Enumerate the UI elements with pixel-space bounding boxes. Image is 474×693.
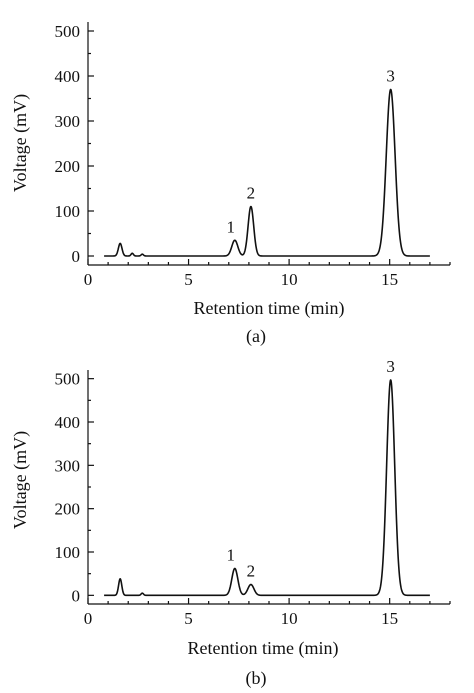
y-tick-label: 300 xyxy=(55,112,81,131)
y-tick-label: 400 xyxy=(55,413,81,432)
x-tick-label: 0 xyxy=(84,609,93,628)
y-tick-label: 300 xyxy=(55,456,81,475)
panel-b-y-axis-title: Voltage (mV) xyxy=(10,431,31,529)
panel-b-ticks: 0 5 10 15 0 100 200 300 400 500 xyxy=(55,370,451,628)
panel-a-ticks: 0 5 10 15 0 100 200 300 400 500 xyxy=(55,22,451,289)
panel-a-peak-labels: 12 3 xyxy=(227,67,395,237)
peak-label-2: 2 xyxy=(247,562,256,581)
panel-b-x-axis-title: Retention time (min) xyxy=(188,638,339,659)
y-tick-label: 100 xyxy=(55,202,81,221)
peak-label-1: 1 xyxy=(227,545,236,564)
chart-panel-b: 0 5 10 15 0 100 200 300 400 500 12 3 Retention tim… xyxy=(10,357,451,689)
x-tick-label: 15 xyxy=(381,270,398,289)
x-tick-label: 15 xyxy=(381,609,398,628)
panel-b-label: (b) xyxy=(246,668,267,689)
y-tick-label: 100 xyxy=(55,543,81,562)
y-tick-label: 500 xyxy=(55,370,81,389)
y-tick-label: 200 xyxy=(55,157,81,176)
x-tick-label: 10 xyxy=(281,270,298,289)
chart-panel-a: 0 5 10 15 0 100 200 300 400 500 12 3 Retention tim… xyxy=(10,22,451,347)
x-tick-label: 5 xyxy=(184,609,193,628)
peak-label-3: 3 xyxy=(386,357,395,376)
panel-a-chromatogram-trace xyxy=(103,88,431,257)
y-tick-label: 500 xyxy=(55,22,81,41)
x-tick-label: 0 xyxy=(84,270,93,289)
panel-a-y-axis-title: Voltage (mV) xyxy=(10,94,31,192)
y-tick-label: 0 xyxy=(72,247,81,266)
y-tick-label: 200 xyxy=(55,500,81,519)
y-tick-label: 400 xyxy=(55,67,81,86)
x-tick-label: 5 xyxy=(184,270,193,289)
peak-label-1: 1 xyxy=(227,217,236,236)
panel-a-x-axis-title: Retention time (min) xyxy=(194,298,345,319)
y-tick-label: 0 xyxy=(72,586,81,605)
panel-b-chromatogram-trace xyxy=(103,379,431,597)
panel-b-peak-labels: 12 3 xyxy=(227,357,395,581)
x-tick-label: 10 xyxy=(281,609,298,628)
peak-label-3: 3 xyxy=(386,67,395,86)
panel-a-label: (a) xyxy=(246,326,266,347)
peak-label-2: 2 xyxy=(247,184,256,203)
